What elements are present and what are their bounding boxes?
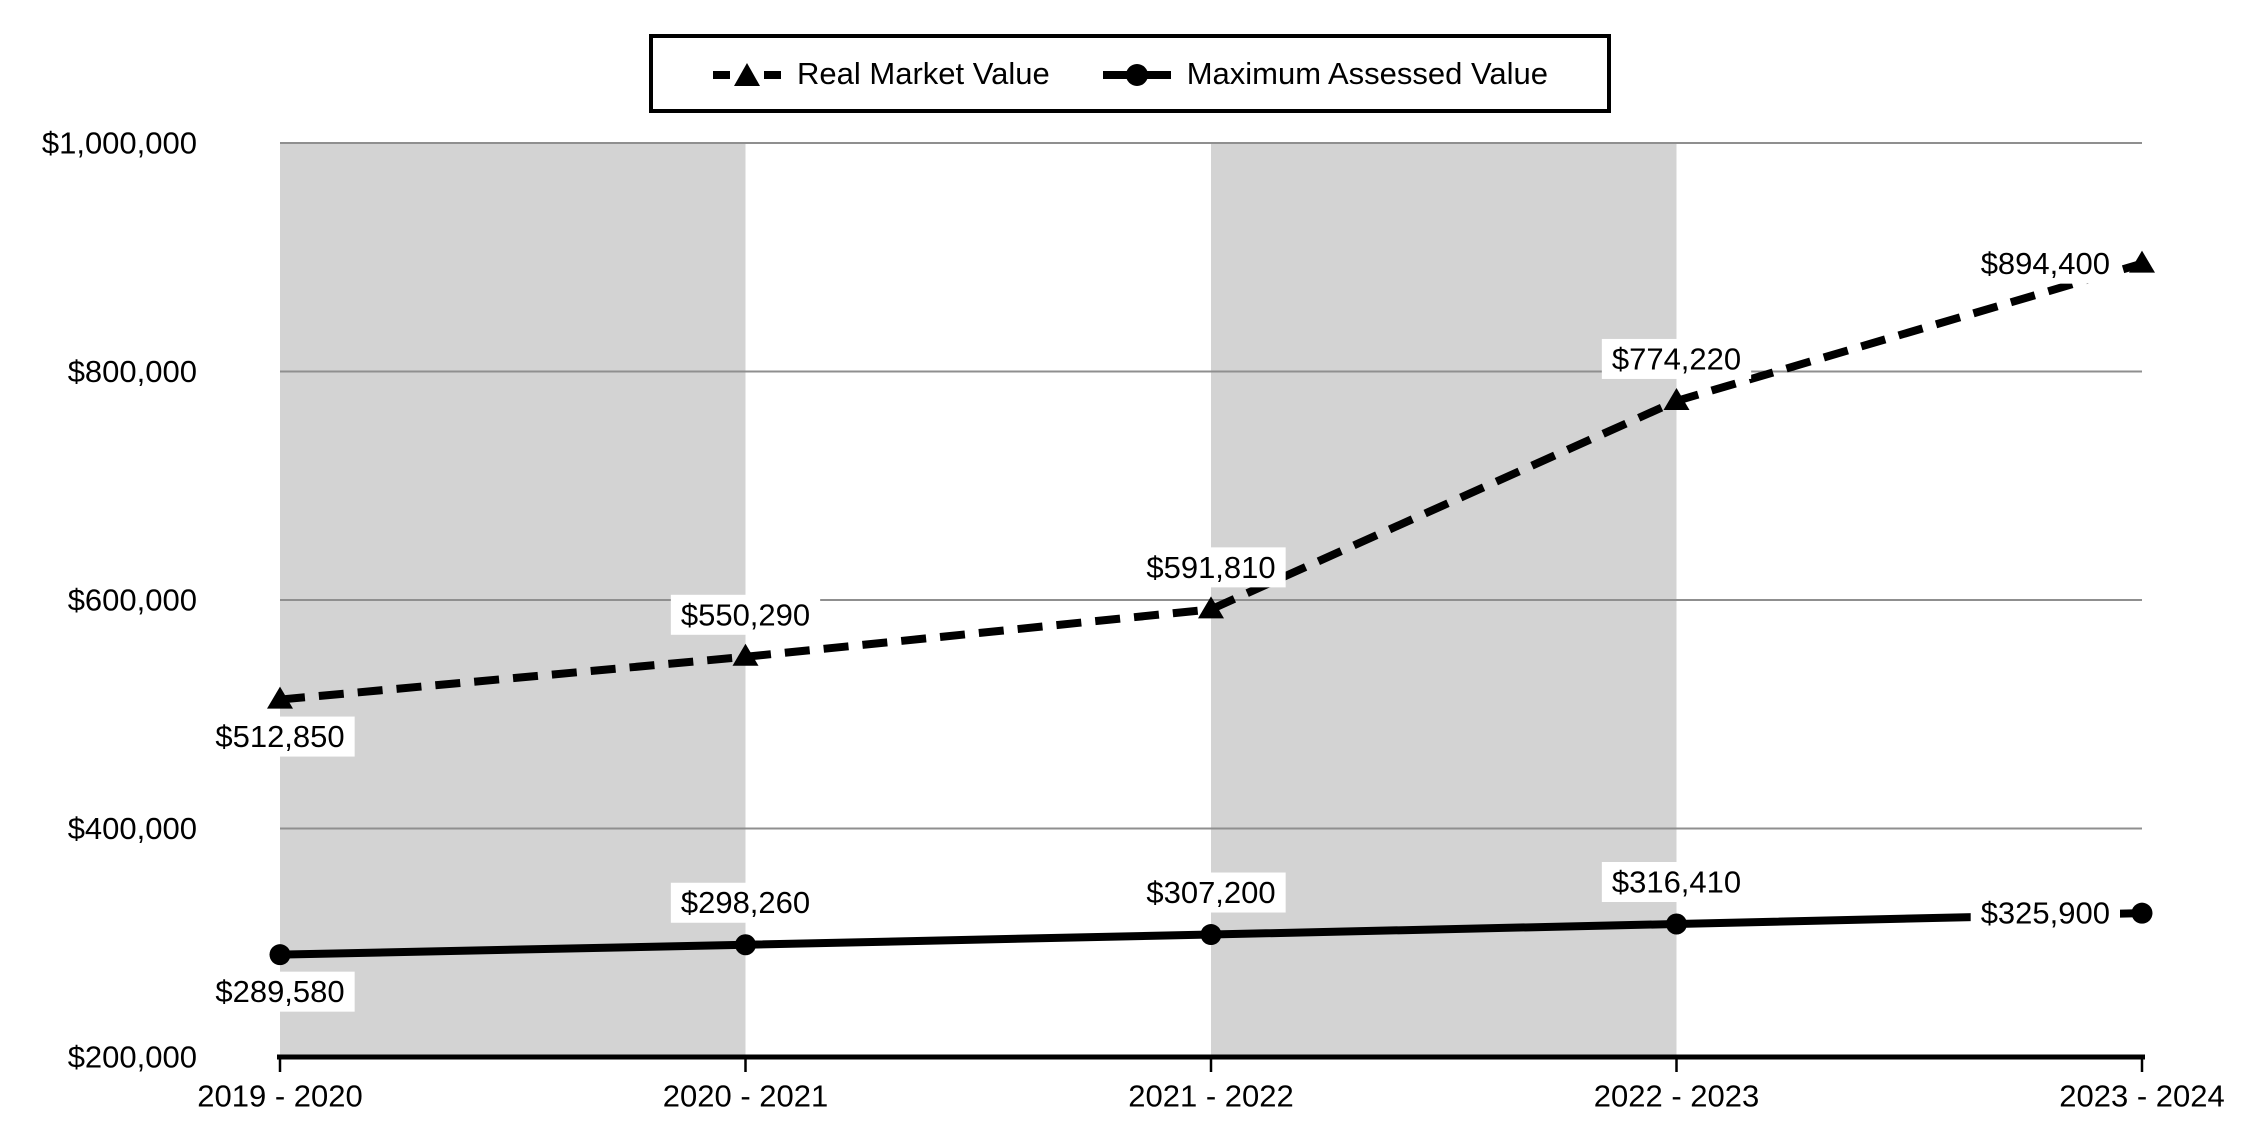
x-axis-tick-label: 2019 - 2020 xyxy=(197,1079,362,1114)
series-line-real-market-value xyxy=(279,259,2144,704)
triangle-data-point xyxy=(2129,250,2155,273)
x-axis-tick-label: 2022 - 2023 xyxy=(1594,1079,1759,1114)
chart-legend: Real Market Value Maximum Assessed Value xyxy=(649,34,1611,113)
circle-data-point xyxy=(2131,902,2153,924)
data-label-background xyxy=(205,971,355,1012)
y-axis-tick-label: $200,000 xyxy=(68,1040,197,1075)
circle-data-point xyxy=(269,944,291,966)
legend-item-maximum-assessed-value: Maximum Assessed Value xyxy=(1102,56,1548,92)
y-axis-tick-label: $1,000,000 xyxy=(42,126,197,161)
y-axis-tick-label: $400,000 xyxy=(68,811,197,846)
data-label: $298,260 xyxy=(681,885,810,920)
data-label-background xyxy=(670,594,821,635)
data-label: $894,400 xyxy=(1981,246,2110,281)
triangle-data-point xyxy=(1198,596,1224,619)
data-label: $512,850 xyxy=(215,719,344,754)
data-label: $550,290 xyxy=(681,597,810,632)
data-label-background xyxy=(1136,872,1286,913)
data-label-background xyxy=(1136,547,1286,588)
data-label: $307,200 xyxy=(1146,875,1275,910)
legend-item-real-market-value: Real Market Value xyxy=(712,56,1050,92)
legend-label: Maximum Assessed Value xyxy=(1186,55,1548,91)
data-label: $591,810 xyxy=(1146,550,1275,585)
circle-data-point xyxy=(1666,913,1687,935)
triangle-data-point xyxy=(267,686,293,709)
data-label: $316,410 xyxy=(1612,865,1741,900)
triangle-data-point xyxy=(732,643,759,666)
circle-data-point xyxy=(1200,924,1222,946)
legend-label: Real Market Value xyxy=(797,55,1050,91)
data-label: $289,580 xyxy=(215,974,344,1009)
y-axis-tick-label: $600,000 xyxy=(68,583,197,618)
data-label-background xyxy=(1601,338,1752,379)
x-axis-tick-label: 2023 - 2024 xyxy=(2059,1079,2224,1114)
y-axis-tick-label: $800,000 xyxy=(68,354,197,389)
data-label: $774,220 xyxy=(1612,341,1741,376)
data-label-background xyxy=(670,882,821,923)
data-label-background xyxy=(205,716,355,757)
triangle-data-point xyxy=(1663,387,1690,410)
x-axis-tick-label: 2021 - 2022 xyxy=(1128,1079,1293,1114)
data-label-background xyxy=(1601,862,1752,903)
solid-line-circle-marker-icon xyxy=(1102,63,1171,86)
circle-data-point xyxy=(735,934,756,956)
data-label-background xyxy=(1970,893,2120,934)
data-label-background xyxy=(1970,243,2120,284)
x-axis-tick-label: 2020 - 2021 xyxy=(663,1079,828,1114)
data-label: $325,900 xyxy=(1981,896,2110,931)
dashed-line-triangle-marker-icon xyxy=(713,62,782,86)
